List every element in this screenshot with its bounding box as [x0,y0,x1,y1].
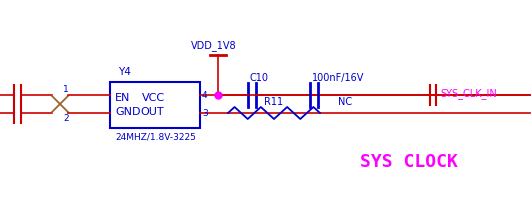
Bar [110,82,200,128]
Text: 4: 4 [202,92,208,100]
Text: 1: 1 [63,85,68,94]
Text: EN: EN [115,93,131,103]
Text: C10: C10 [250,73,269,83]
Text: GND: GND [115,107,141,117]
Text: R11: R11 [264,97,284,107]
Text: 24MHZ/1.8V-3225: 24MHZ/1.8V-3225 [115,133,196,142]
Text: 3: 3 [202,110,208,118]
Text: SYS_CLK_IN: SYS_CLK_IN [440,89,496,99]
Text: OUT: OUT [140,107,164,117]
Text: NC: NC [338,97,352,107]
Text: VCC: VCC [142,93,165,103]
Text: 100nF/16V: 100nF/16V [312,73,364,83]
Text: Y4: Y4 [118,67,131,77]
Text: VDD_1V8: VDD_1V8 [191,40,237,51]
Text: SYS CLOCK: SYS CLOCK [360,153,458,171]
Text: 2: 2 [63,114,68,123]
